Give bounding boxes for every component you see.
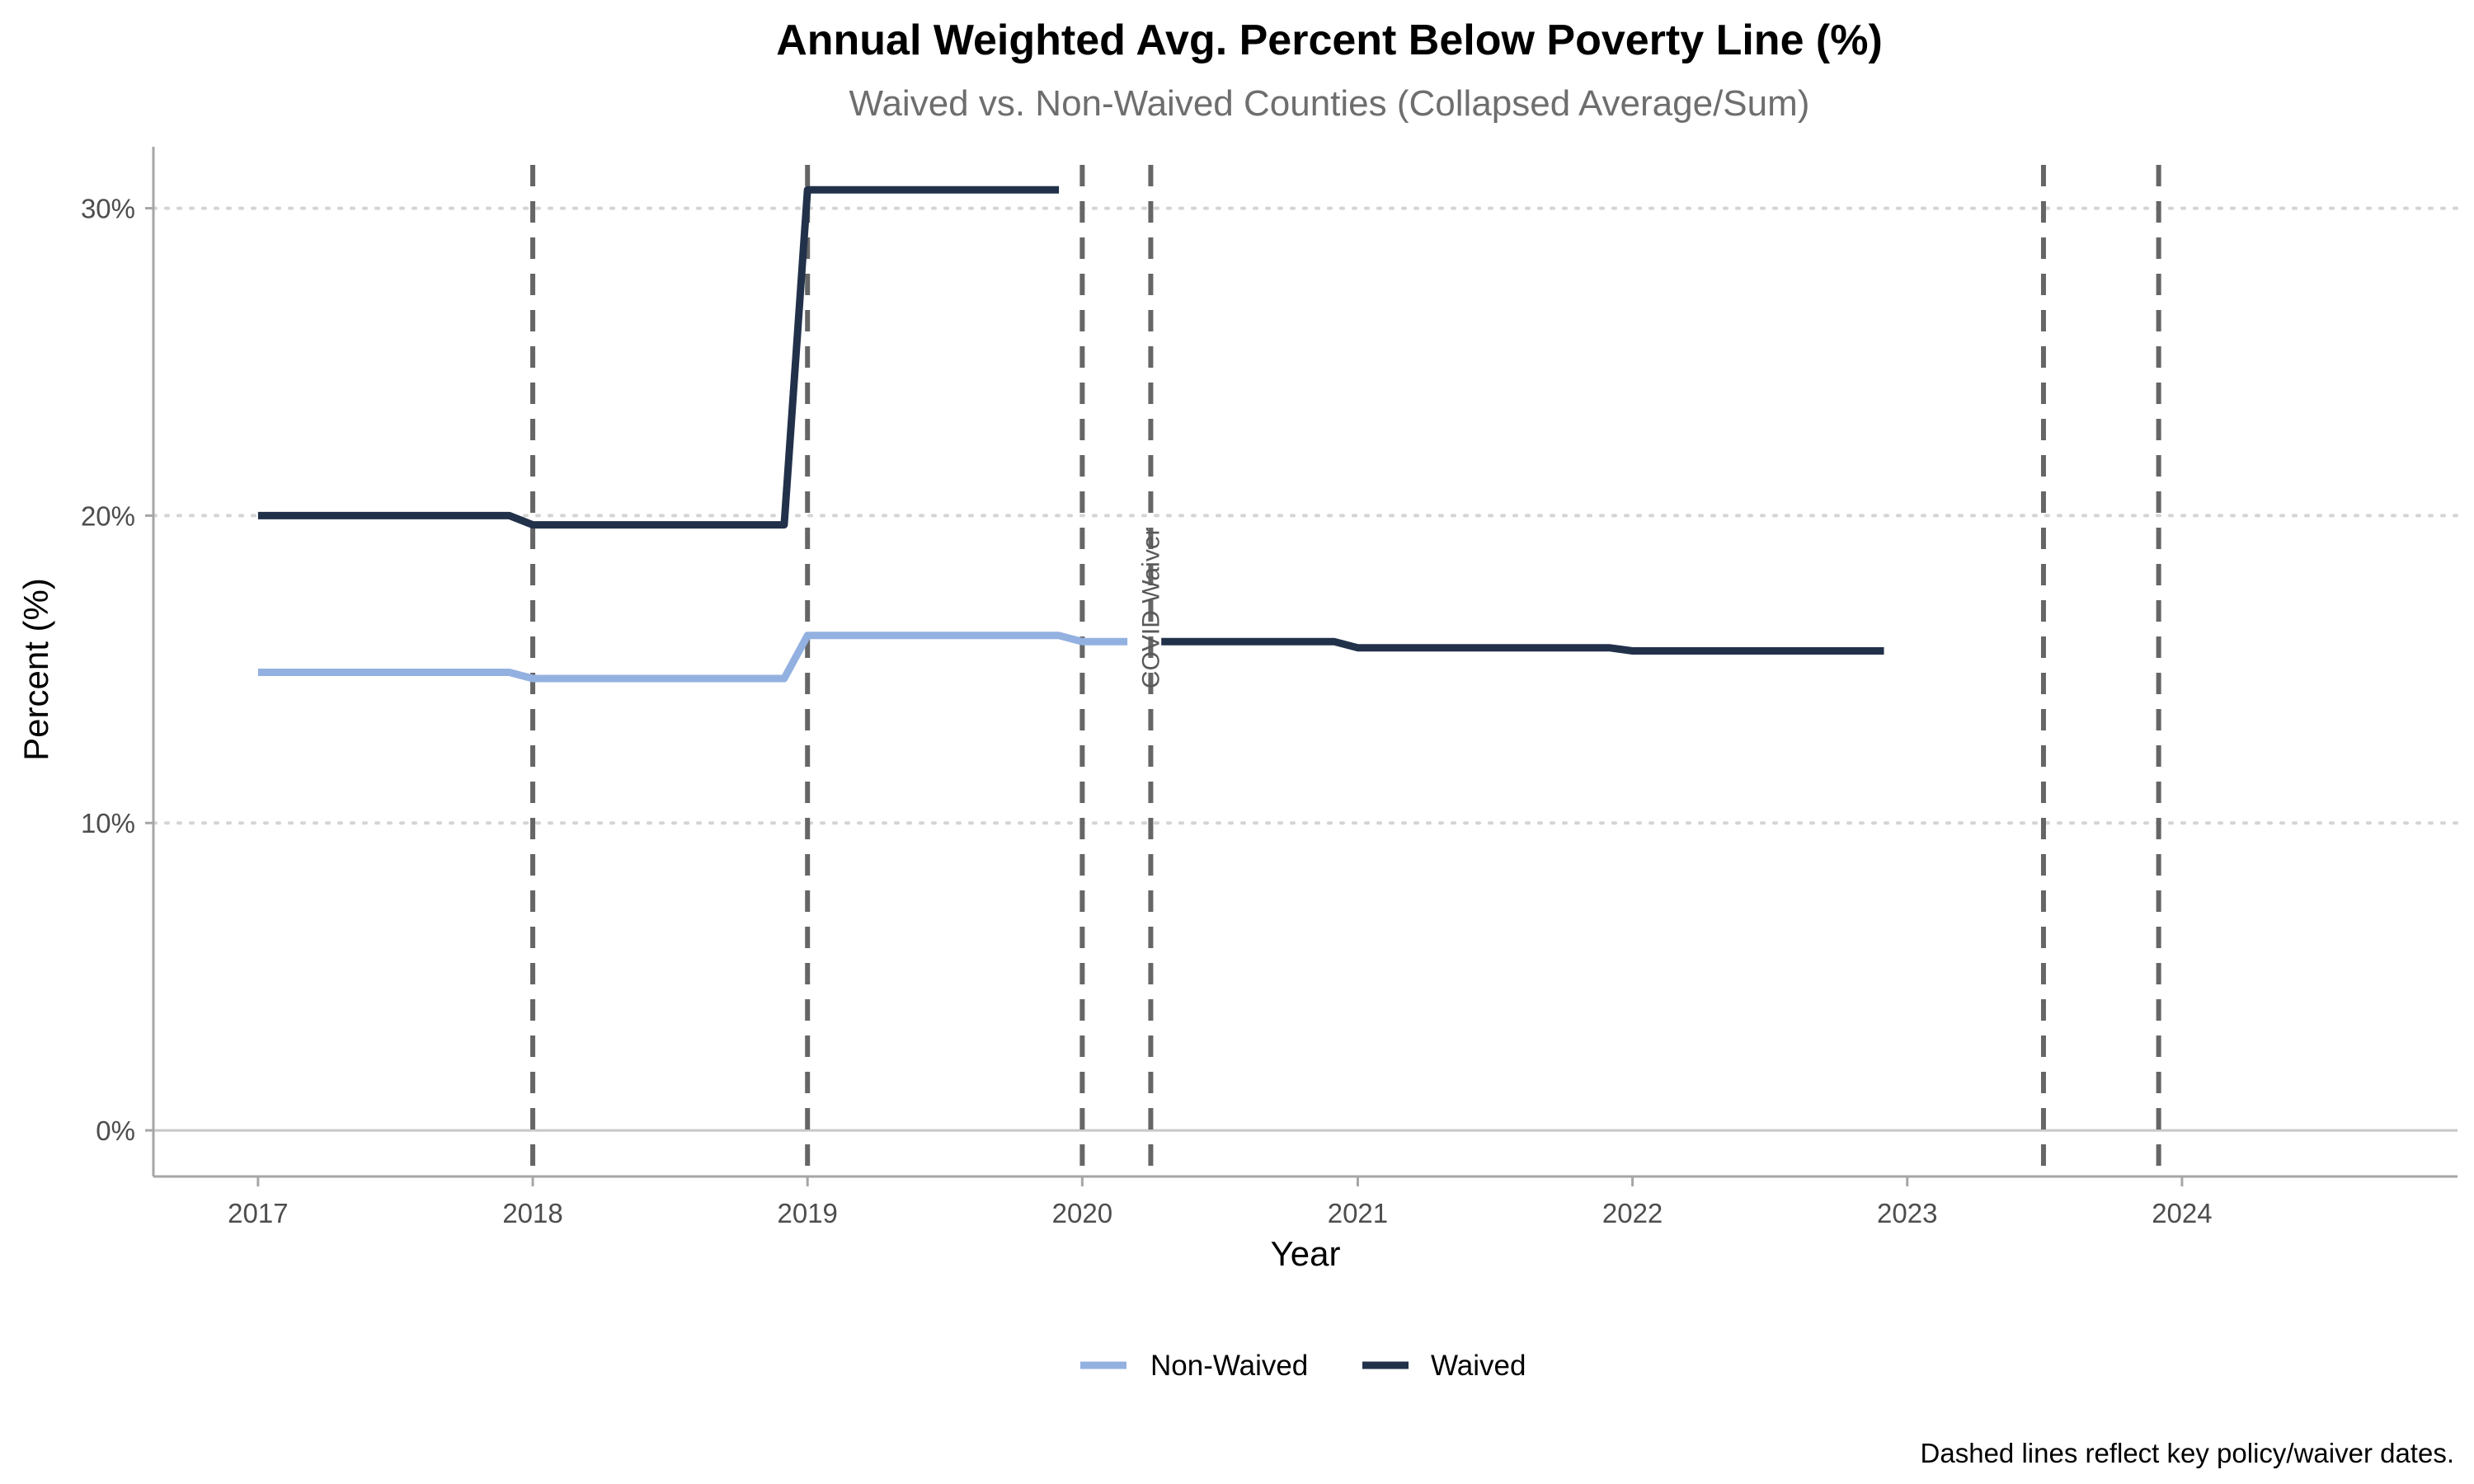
series-line-non-waived bbox=[257, 632, 1128, 683]
x-tick-label: 2018 bbox=[502, 1198, 562, 1228]
y-axis-ticks: 0% 10% 20% 30% bbox=[81, 194, 153, 1146]
policy-date-lines bbox=[530, 165, 2161, 1176]
x-tick-label: 2021 bbox=[1328, 1198, 1388, 1228]
series-line-waived bbox=[257, 186, 1060, 529]
gridlines bbox=[152, 206, 2459, 1132]
y-tick-label: 20% bbox=[81, 500, 135, 531]
chart-caption: Dashed lines reflect key policy/waiver d… bbox=[1921, 1438, 2454, 1468]
x-axis-ticks: 2017 2018 2019 2020 2021 2022 2023 2024 bbox=[228, 1176, 2213, 1228]
y-tick-label: 30% bbox=[81, 194, 135, 224]
annotations: COVID Waiver bbox=[1137, 528, 1164, 689]
x-tick-label: 2024 bbox=[2152, 1198, 2212, 1228]
data-series bbox=[257, 186, 1884, 683]
chart-subtitle: Waived vs. Non-Waived Counties (Collapse… bbox=[849, 83, 1810, 124]
x-tick-label: 2020 bbox=[1052, 1198, 1112, 1228]
y-tick-label: 10% bbox=[81, 808, 135, 838]
legend-label-waived: Waived bbox=[1431, 1350, 1526, 1382]
series-line-waived bbox=[1161, 637, 1884, 655]
x-tick-label: 2022 bbox=[1602, 1198, 1663, 1228]
x-tick-label: 2019 bbox=[777, 1198, 837, 1228]
annotation-label: COVID Waiver bbox=[1137, 528, 1164, 689]
y-tick-label: 0% bbox=[96, 1115, 135, 1146]
x-axis-title: Year bbox=[1271, 1234, 1341, 1273]
x-tick-label: 2017 bbox=[228, 1198, 288, 1228]
x-tick-label: 2023 bbox=[1877, 1198, 1937, 1228]
legend-label-non-waived: Non-Waived bbox=[1150, 1350, 1308, 1382]
legend: Non-Waived Waived bbox=[1080, 1350, 1526, 1382]
chart-title: Annual Weighted Avg. Percent Below Pover… bbox=[776, 16, 1883, 64]
y-axis-title: Percent (%) bbox=[16, 578, 55, 761]
